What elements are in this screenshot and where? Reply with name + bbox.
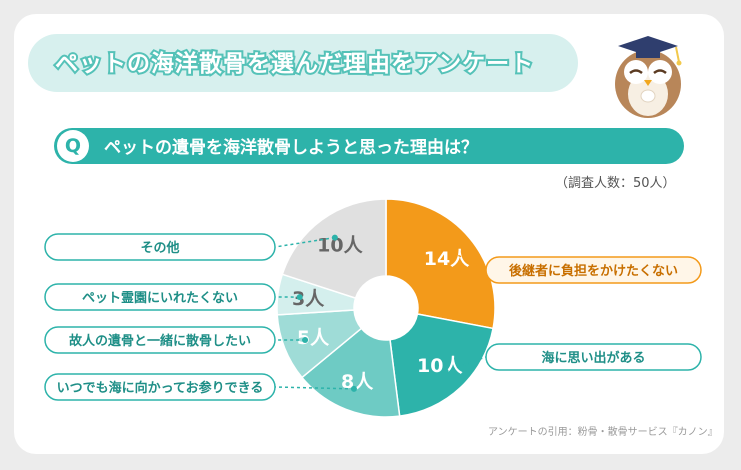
category-label: 後継者に負担をかけたくない (509, 263, 678, 279)
category-label-box (485, 256, 702, 284)
slice-value-label: 14人 (424, 248, 470, 270)
category-label: いつでも海に向かってお参りできる (57, 380, 264, 396)
slice-value-label: 5人 (297, 327, 330, 349)
graduation-cap-icon (618, 36, 682, 66)
leader-dot (331, 234, 338, 241)
question-marker: Q (57, 130, 89, 162)
category-label-box (44, 233, 276, 261)
page-title: ペットの海洋散骨を選んだ理由をアンケート (53, 49, 535, 79)
leader-dot (296, 294, 303, 301)
pie-slice (385, 198, 496, 330)
category-label: 故人の遺骨と一緒に散骨したい (69, 333, 251, 349)
category-label: ペット霊園にいれたくない (82, 290, 238, 306)
category-label: その他 (140, 240, 179, 256)
category-label-box (44, 283, 276, 311)
category-label-box (44, 326, 276, 354)
sample-size-note: （調査人数：50人） (555, 176, 676, 191)
slice-value-label: 10人 (317, 234, 363, 256)
question-bar (54, 128, 684, 164)
pie-slice (300, 327, 401, 418)
source-note: アンケートの引用：粉骨・散骨サービス『カノン』 (488, 427, 718, 438)
pie-slice (389, 313, 494, 417)
leader-line (452, 251, 487, 271)
leader-dot (302, 337, 309, 344)
leader-line (274, 386, 354, 390)
owl-mascot-icon (615, 36, 682, 118)
leader-dot (442, 368, 449, 375)
slice-value-label: 10人 (417, 355, 463, 377)
leader-dot (350, 385, 357, 392)
category-label-box (44, 373, 276, 401)
category-label-box (485, 343, 702, 371)
question-text: ペットの遺骨を海洋散骨しようと思った理由は？ (104, 138, 478, 158)
leader-dot (450, 249, 457, 256)
leader-line (445, 356, 487, 373)
slice-value-label: 8人 (341, 371, 374, 393)
category-label: 海に思い出がある (541, 350, 645, 366)
leader-line (274, 236, 335, 248)
title-banner (28, 34, 578, 92)
slice-value-label: 3人 (292, 288, 325, 310)
